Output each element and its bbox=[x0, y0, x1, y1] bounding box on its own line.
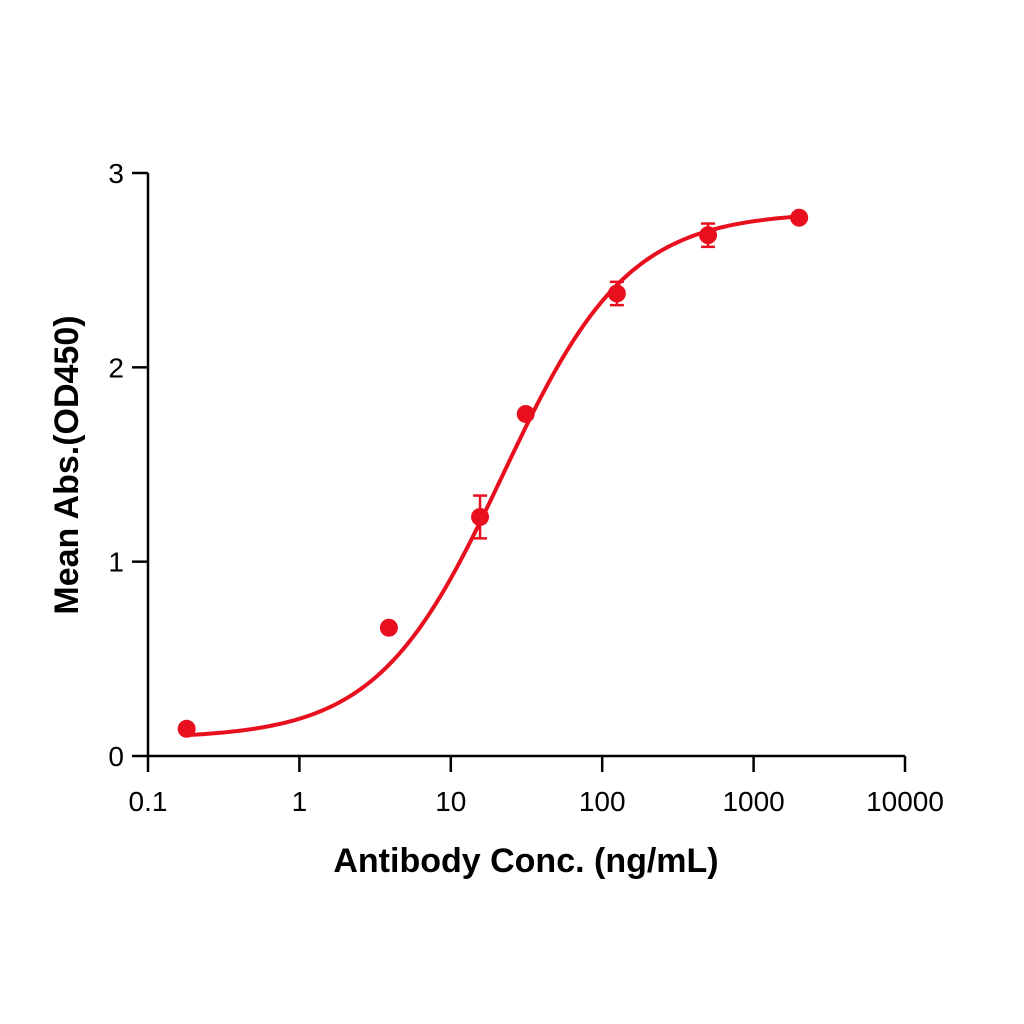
y-axis-title: Mean Abs.(OD450) bbox=[48, 315, 86, 614]
y-ticks: 0 1 2 3 bbox=[108, 158, 148, 772]
axes bbox=[146, 173, 905, 758]
x-ticks: 0.1 1 10 100 1000 10000 bbox=[129, 756, 944, 817]
fit-curve bbox=[186, 214, 800, 738]
y-tick-label: 2 bbox=[108, 352, 124, 383]
x-tick-label: 100 bbox=[579, 786, 626, 817]
x-tick-label: 1 bbox=[292, 786, 308, 817]
data-point bbox=[516, 404, 535, 423]
data-point bbox=[471, 507, 490, 526]
data-point bbox=[699, 226, 718, 245]
data-point bbox=[379, 618, 398, 637]
x-tick-label: 1000 bbox=[722, 786, 784, 817]
plot-content bbox=[177, 208, 809, 738]
x-tick-label: 0.1 bbox=[129, 786, 168, 817]
data-point bbox=[790, 208, 809, 227]
data-point bbox=[177, 719, 196, 738]
data-point bbox=[607, 284, 626, 303]
y-tick-label: 3 bbox=[108, 158, 124, 189]
x-tick-label: 10 bbox=[435, 786, 466, 817]
x-axis-title: Antibody Conc. (ng/mL) bbox=[333, 842, 718, 880]
x-tick-label: 10000 bbox=[866, 786, 944, 817]
y-tick-label: 1 bbox=[108, 547, 124, 578]
y-tick-label: 0 bbox=[108, 741, 124, 772]
